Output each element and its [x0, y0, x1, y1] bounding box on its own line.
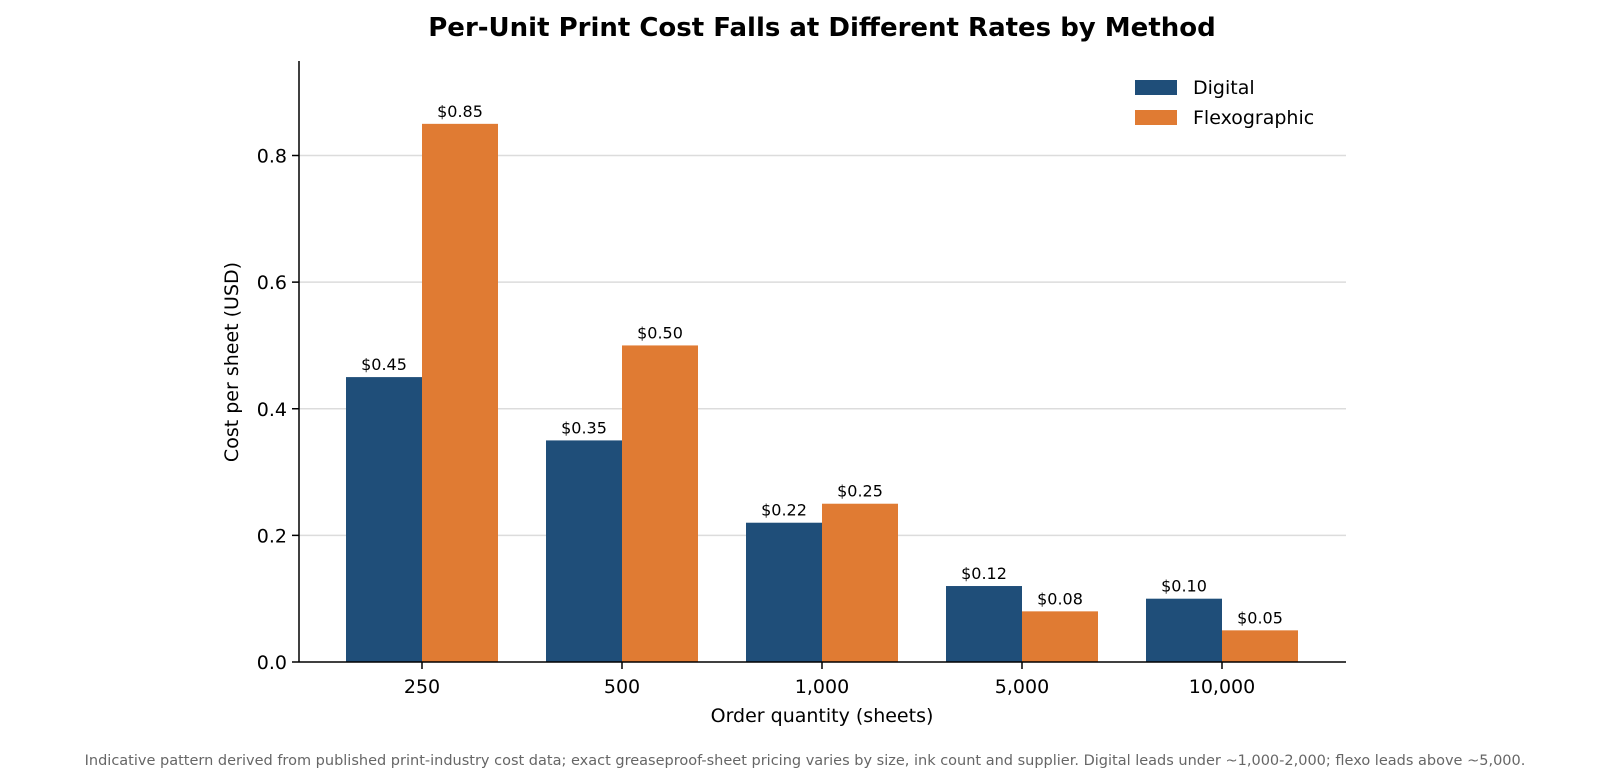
- bar-flexographic-2: [822, 503, 898, 662]
- data-label: $0.45: [361, 355, 407, 374]
- bar-digital-3: [946, 586, 1022, 662]
- legend-label-digital: Digital: [1193, 77, 1255, 99]
- chart-title: Per-Unit Print Cost Falls at Different R…: [428, 13, 1215, 43]
- y-axis-label: Cost per sheet (USD): [221, 262, 243, 462]
- footnote: Indicative pattern derived from publishe…: [85, 753, 1526, 769]
- y-tick-label: 0.0: [257, 652, 287, 674]
- x-tick-label: 500: [604, 676, 640, 698]
- data-label: $0.85: [437, 102, 483, 121]
- y-tick-label: 0.4: [257, 399, 287, 421]
- x-tick-label: 10,000: [1189, 676, 1255, 698]
- y-tick-label: 0.2: [257, 525, 287, 547]
- bar-flexographic-4: [1222, 630, 1298, 662]
- bar-digital-1: [546, 440, 622, 662]
- bar-digital-4: [1146, 598, 1222, 662]
- y-tick-label: 0.8: [257, 146, 287, 168]
- legend-swatch-digital: [1135, 80, 1177, 95]
- x-ticks: 250 500 1,000 5,000 10,000: [404, 662, 1255, 698]
- data-label: $0.05: [1237, 608, 1283, 627]
- x-tick-label: 5,000: [995, 676, 1049, 698]
- x-tick-label: 250: [404, 676, 440, 698]
- data-label: $0.10: [1161, 577, 1207, 596]
- bars: [346, 123, 1298, 662]
- data-label: $0.12: [961, 564, 1007, 583]
- x-axis-label: Order quantity (sheets): [711, 705, 934, 727]
- data-label: $0.35: [561, 418, 607, 437]
- bar-flexographic-3: [1022, 611, 1098, 662]
- legend-swatch-flexographic: [1135, 110, 1177, 125]
- data-label: $0.22: [761, 501, 807, 520]
- data-label: $0.50: [637, 323, 683, 342]
- bar-digital-2: [746, 522, 822, 662]
- data-label: $0.25: [837, 482, 883, 501]
- x-tick-label: 1,000: [795, 676, 849, 698]
- bar-flexographic-0: [422, 123, 498, 662]
- legend-label-flexographic: Flexographic: [1193, 107, 1314, 129]
- bar-digital-0: [346, 377, 422, 662]
- y-ticks: 0.0 0.2 0.4 0.6 0.8: [257, 146, 299, 674]
- bar-flexographic-1: [622, 345, 698, 662]
- data-labels: $0.45 $0.85 $0.35 $0.50 $0.22 $0.25 $0.12 $0.08…: [361, 102, 1283, 628]
- legend: Digital Flexographic: [1135, 77, 1314, 129]
- data-label: $0.08: [1037, 589, 1083, 608]
- y-tick-label: 0.6: [257, 272, 287, 294]
